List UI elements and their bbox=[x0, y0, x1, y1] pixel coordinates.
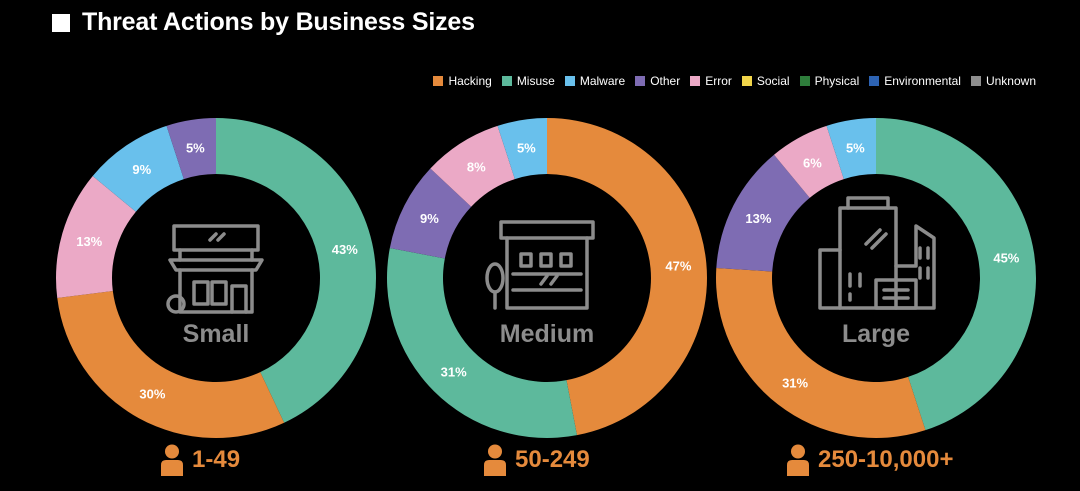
slice-value-label: 47% bbox=[665, 259, 691, 274]
legend-label: Error bbox=[705, 74, 732, 88]
slice-value-label: 30% bbox=[139, 387, 165, 402]
legend-swatch bbox=[741, 76, 752, 86]
slice-error bbox=[56, 176, 136, 299]
slice-misuse bbox=[216, 118, 376, 423]
legend-label: Misuse bbox=[516, 74, 555, 88]
legend-label: Social bbox=[756, 74, 790, 88]
slice-other bbox=[166, 118, 216, 180]
legend-label: Unknown bbox=[985, 74, 1036, 88]
slice-misuse bbox=[386, 248, 577, 438]
slice-value-label: 8% bbox=[467, 160, 486, 175]
slice-malware bbox=[92, 125, 184, 212]
employee-range-label: 1-49 bbox=[192, 446, 241, 473]
slice-value-label: 9% bbox=[132, 162, 151, 177]
person-icon bbox=[787, 444, 809, 476]
slice-value-label: 5% bbox=[186, 141, 205, 156]
employee-range-medium: 50-249 bbox=[483, 444, 590, 476]
slice-value-label: 6% bbox=[803, 155, 822, 170]
legend-swatch bbox=[799, 76, 810, 86]
legend-item-unknown: Unknown bbox=[970, 74, 1036, 88]
legend-swatch bbox=[501, 76, 512, 86]
legend-item-environmental: Environmental bbox=[869, 74, 961, 88]
legend-label: Hacking bbox=[448, 74, 492, 88]
slice-malware bbox=[497, 118, 547, 180]
legend-item-malware: Malware bbox=[564, 74, 626, 88]
legend-label: Other bbox=[650, 74, 681, 88]
slice-value-label: 13% bbox=[76, 234, 102, 249]
chart-title: Threat Actions by Business Sizes bbox=[52, 8, 475, 37]
slice-other bbox=[389, 168, 472, 259]
center-label: Medium bbox=[500, 320, 594, 348]
slice-value-label: 13% bbox=[745, 211, 771, 226]
slice-value-label: 5% bbox=[517, 141, 536, 156]
slice-other bbox=[716, 154, 810, 272]
legend-swatch bbox=[869, 76, 880, 86]
person-icon bbox=[161, 444, 183, 476]
slice-value-label: 5% bbox=[846, 141, 865, 156]
person-icon bbox=[484, 444, 506, 476]
legend-label: Malware bbox=[579, 74, 626, 88]
donut-medium: 47% 31% 9% 8% 5% Medium bbox=[386, 118, 708, 438]
legend-label: Environmental bbox=[884, 74, 961, 88]
square-bullet-icon bbox=[52, 13, 70, 32]
employee-range-small: 1-49 bbox=[160, 444, 240, 476]
center-label: Large bbox=[842, 320, 910, 348]
legend-item-error: Error bbox=[690, 74, 732, 88]
slice-hacking bbox=[716, 267, 926, 438]
donut-large: 45% 31% 13% 6% 5% Large bbox=[716, 118, 1036, 438]
legend-item-other: Other bbox=[635, 74, 680, 88]
large-office-icon bbox=[818, 196, 936, 310]
legend-swatch bbox=[690, 76, 701, 86]
legend-item-misuse: Misuse bbox=[501, 74, 555, 88]
legend-swatch bbox=[564, 76, 575, 86]
slice-malware bbox=[826, 118, 876, 180]
slice-value-label: 45% bbox=[993, 250, 1019, 265]
employee-range-label: 250-10,000+ bbox=[818, 446, 954, 473]
slice-hacking bbox=[57, 291, 285, 439]
employee-range-label: 50-249 bbox=[515, 446, 590, 473]
legend-item-physical: Physical bbox=[799, 74, 860, 88]
legend-label: Physical bbox=[814, 74, 860, 88]
donut-small: 43% 30% 13% 9% 5% Small bbox=[56, 118, 376, 439]
small-store-icon bbox=[166, 224, 264, 314]
donut-hole bbox=[773, 175, 979, 381]
slice-value-label: 43% bbox=[332, 242, 358, 257]
employee-range-large: 250-10,000+ bbox=[786, 444, 953, 476]
slice-misuse bbox=[876, 118, 1036, 431]
slice-value-label: 31% bbox=[441, 364, 467, 379]
legend-item-social: Social bbox=[741, 74, 790, 88]
legend-swatch bbox=[970, 76, 981, 86]
donut-hole bbox=[113, 175, 319, 381]
legend-swatch bbox=[635, 76, 646, 86]
center-label: Small bbox=[183, 320, 250, 348]
slice-error bbox=[430, 125, 515, 207]
slice-value-label: 31% bbox=[782, 375, 808, 390]
legend-item-hacking: Hacking bbox=[433, 74, 492, 88]
medium-building-icon bbox=[485, 220, 595, 310]
slice-value-label: 9% bbox=[420, 211, 439, 226]
slice-hacking bbox=[547, 118, 708, 436]
legend-swatch bbox=[433, 76, 444, 86]
legend: Hacking Misuse Malware Other Error Social Phys… bbox=[433, 74, 1036, 88]
title-text: Threat Actions by Business Sizes bbox=[82, 8, 475, 36]
slice-error bbox=[774, 125, 844, 198]
